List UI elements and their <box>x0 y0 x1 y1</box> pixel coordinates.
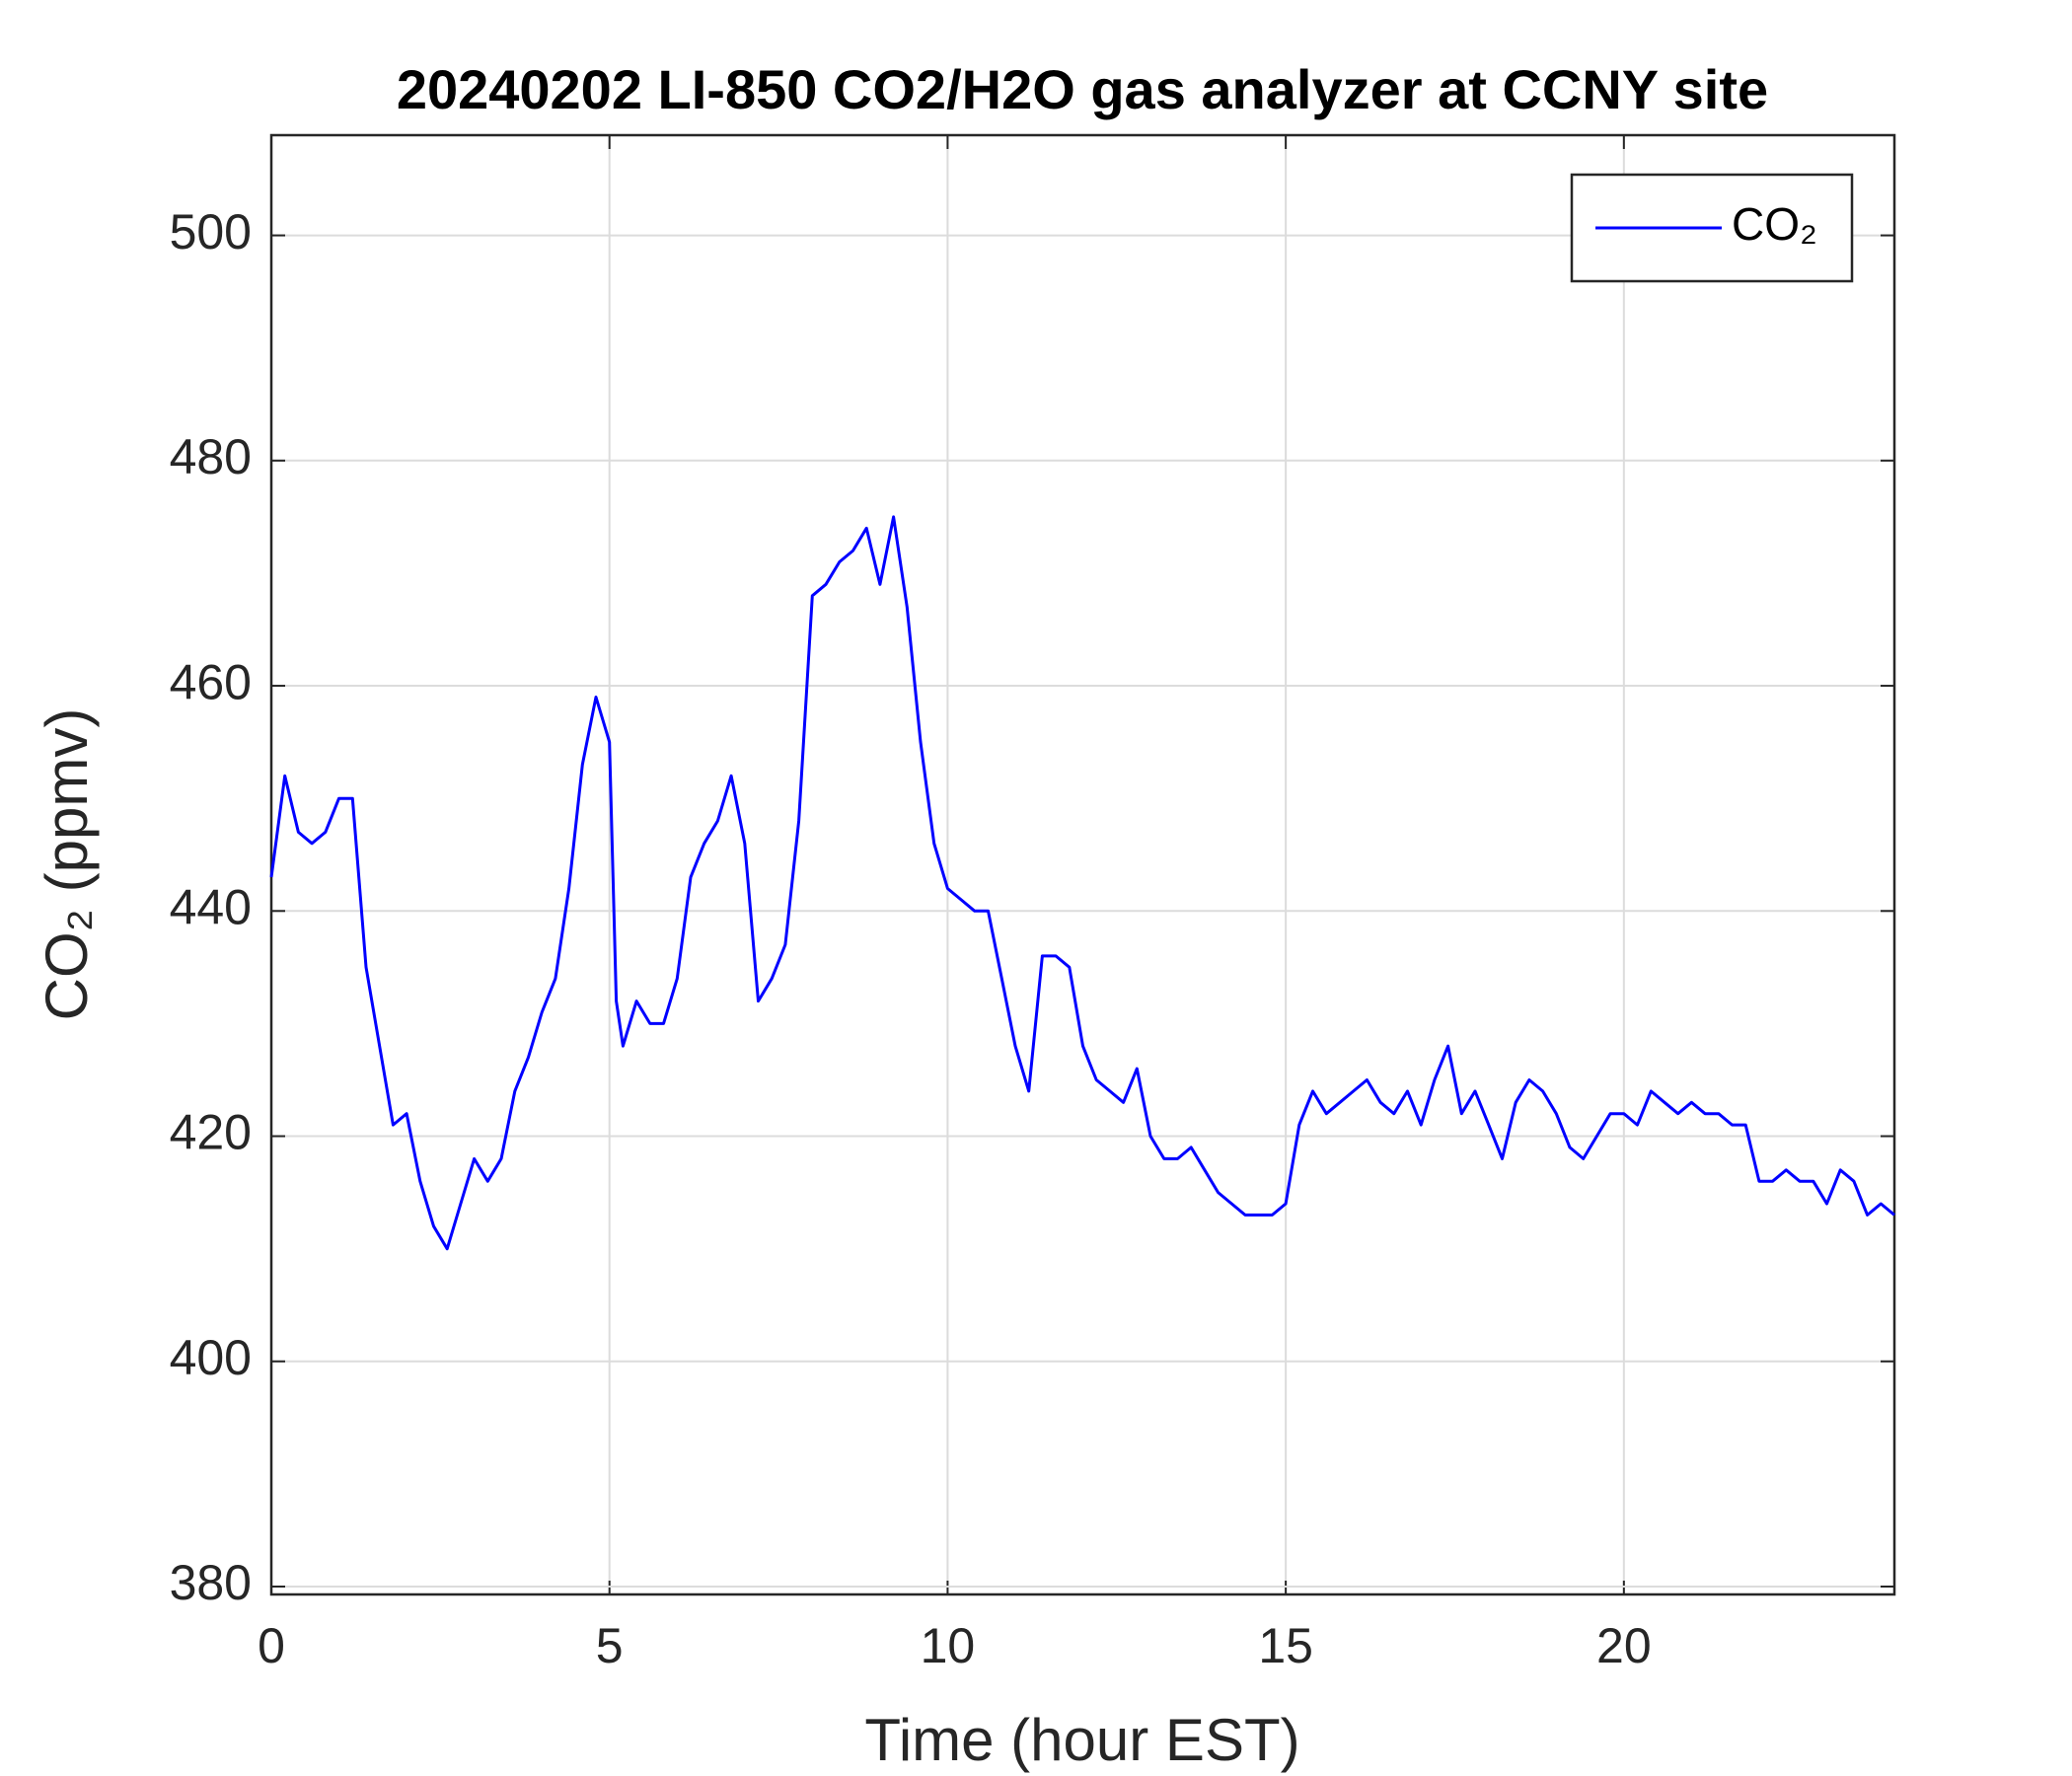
x-tick-label: 10 <box>921 1618 976 1673</box>
y-tick-label: 400 <box>170 1330 252 1385</box>
y-axis-label: CO₂ (ppmv) <box>34 708 100 1021</box>
y-tick-label: 380 <box>170 1555 252 1610</box>
data-line <box>269 515 1895 1251</box>
x-tick-label: 20 <box>1596 1618 1652 1673</box>
x-tick-label: 15 <box>1258 1618 1313 1673</box>
chart-title: 20240202 LI-850 CO2/H2O gas analyzer at … <box>397 58 1768 120</box>
x-tick-label: 0 <box>258 1618 285 1673</box>
legend-label: CO₂ <box>1732 198 1817 250</box>
y-tick-label: 420 <box>170 1105 252 1160</box>
y-tick-label: 460 <box>170 654 252 709</box>
y-tick-label: 480 <box>170 429 252 484</box>
y-tick-label: 500 <box>170 204 252 259</box>
x-axis-label: Time (hour EST) <box>864 1707 1299 1773</box>
x-tick-label: 5 <box>596 1618 624 1673</box>
y-tick-label: 440 <box>170 879 252 934</box>
plot-frame <box>269 133 1896 1596</box>
